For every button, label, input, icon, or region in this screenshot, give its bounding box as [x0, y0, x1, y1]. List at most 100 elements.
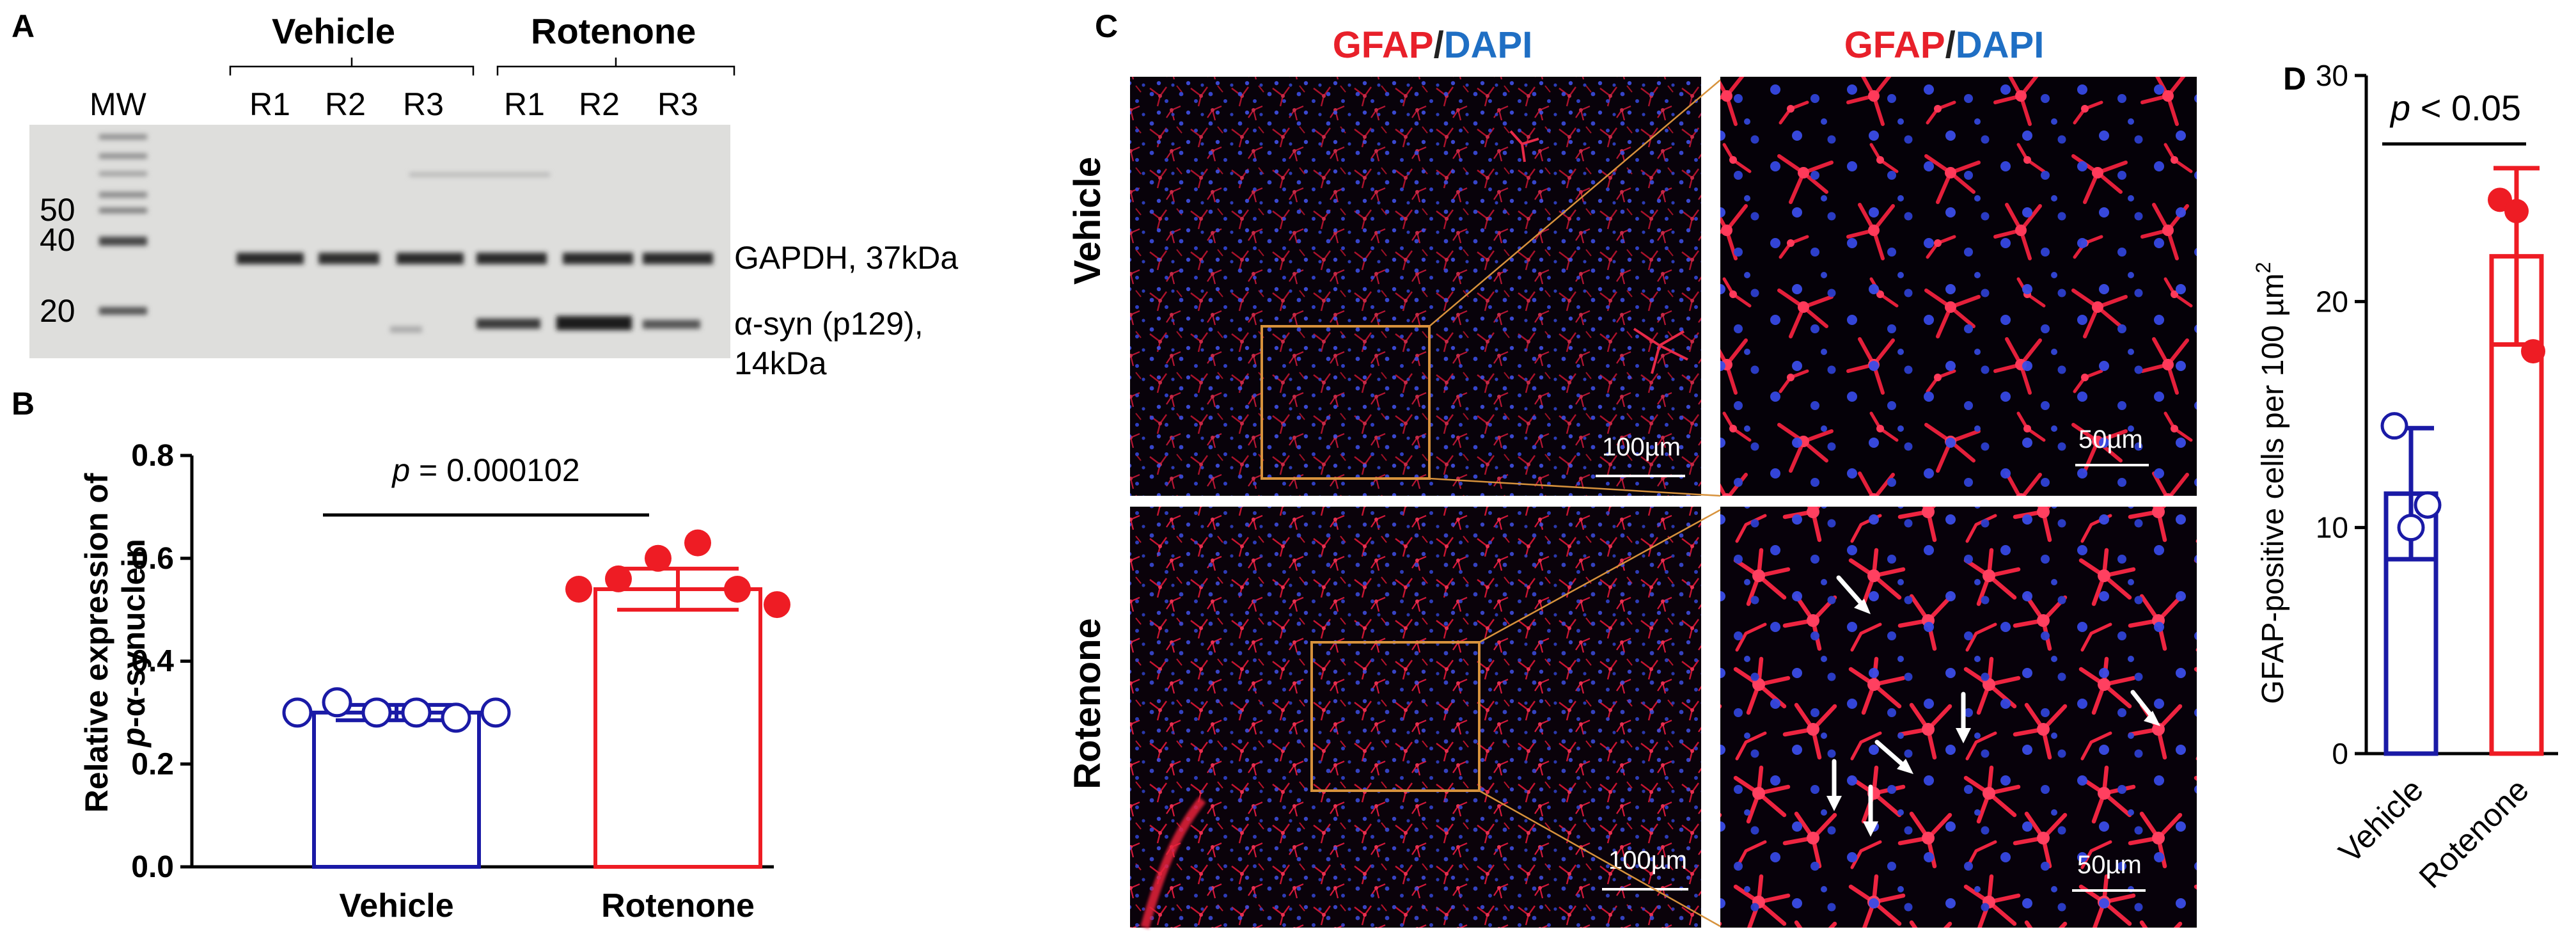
title-sep: /: [1945, 24, 1956, 66]
title-gfap: GFAP: [1333, 24, 1434, 66]
asyn-label-line2: 14kDa: [734, 345, 827, 381]
y-tick-label: 0.8: [131, 439, 174, 473]
data-point: [724, 575, 751, 603]
ylabel-line2: p-α-synuclein: [116, 539, 152, 748]
pvalue-d-p: p: [2389, 88, 2410, 128]
panel-b-ylabel: Relative expression of p-α-synuclein: [79, 473, 152, 812]
lane-label: R1: [504, 86, 545, 122]
arrow-icon: [1826, 759, 1842, 811]
micrograph-vehicle-zoom: 50µm: [1720, 77, 2197, 496]
ylabel-rest: -α-synuclein: [116, 539, 152, 727]
y-tick-label: 0.2: [131, 747, 174, 781]
roi-connectors: [1429, 79, 1721, 928]
arrow-icon: [1836, 575, 1871, 614]
blood-vessel: [1140, 796, 1206, 929]
row-label-vehicle-wrap: Vehicle: [1067, 157, 1108, 285]
data-point: [605, 565, 632, 592]
title-dapi: DAPI: [1956, 24, 2045, 66]
data-point: [565, 575, 592, 603]
group-label-vehicle: Vehicle: [272, 11, 395, 51]
pvalue-b: p = 0.000102: [391, 452, 579, 488]
row-label-vehicle: Vehicle: [1067, 157, 1108, 285]
lane-labels: R1 R2 R3 R1 R2 R3: [249, 86, 698, 122]
lane-label: R3: [403, 86, 444, 122]
pvalue-d-rest: < 0.05: [2410, 88, 2521, 128]
ylabel-d-text: GFAP-positive cells per 100 µm: [2256, 273, 2290, 704]
micrograph-rotenone-zoom: 50µm: [1720, 507, 2197, 928]
panel-d: D GFAP-positive cells per 100 µm2 0 10 20 3…: [2252, 59, 2558, 895]
data-point: [645, 544, 671, 572]
arrow-icon: [2130, 690, 2160, 726]
row-label-rotenone: Rotenone: [1067, 618, 1108, 789]
scale-label: 50µm: [2078, 425, 2143, 454]
arrow-icon: [1874, 740, 1913, 774]
title-gfap: GFAP: [1844, 24, 1945, 66]
panel-d-label: D: [2283, 61, 2306, 97]
bar-rotenone: [593, 587, 762, 869]
ylabel-line1: Relative expression of: [79, 473, 114, 812]
data-point: [401, 697, 432, 728]
micrograph-vehicle-overview: 100µm: [1130, 77, 1701, 496]
lane-label: R1: [249, 86, 290, 122]
data-point: [2380, 412, 2408, 440]
ylabel-p: p: [116, 727, 152, 748]
data-point: [2521, 339, 2545, 364]
ylabel-d-sup: 2: [2252, 262, 2275, 273]
y-tick-label: 20: [2316, 285, 2348, 318]
y-tick-label: 10: [2316, 511, 2348, 544]
y-tick-label: 0.0: [131, 850, 174, 884]
scale-label: 50µm: [2077, 851, 2142, 879]
title-sep: /: [1434, 24, 1444, 66]
pvalue-d: p < 0.05: [2389, 88, 2521, 128]
panel-c: C GFAP/DAPI GFAP/DAPI Vehicle Rotenone 1…: [1067, 8, 2197, 929]
y-tick-label: 0: [2332, 737, 2348, 770]
data-point: [480, 697, 511, 728]
panel-a: A Vehicle Rotenone MW R1 R2 R3 R1 R2 R3: [12, 8, 958, 381]
pvalue-b-rest: = 0.000102: [410, 452, 580, 488]
mw-markers: 50 40 20: [40, 192, 75, 329]
scale-label: 100µm: [1602, 433, 1681, 461]
asyn-label-line1: α-syn (p129),: [734, 306, 923, 342]
category-label: Vehicle: [339, 887, 453, 924]
roi-box: [1261, 325, 1431, 480]
lane-label: R3: [657, 86, 698, 122]
category-label: Rotenone: [2412, 772, 2536, 895]
lane-label: R2: [579, 86, 620, 122]
data-point: [684, 529, 711, 557]
title-gfap-dapi-right: GFAP/DAPI: [1844, 24, 2045, 66]
scale-label: 100µm: [1608, 846, 1687, 875]
data-point: [282, 697, 313, 728]
title-dapi: DAPI: [1444, 24, 1533, 66]
pvalue-b-p: p: [391, 452, 410, 488]
data-point: [2504, 199, 2529, 223]
panel-a-label: A: [12, 8, 35, 44]
y-tick-label: 0.6: [131, 542, 174, 576]
data-point: [361, 697, 392, 728]
micrograph-rotenone-overview: 100µm: [1130, 507, 1701, 929]
lane-label: R2: [325, 86, 366, 122]
data-point: [322, 687, 352, 718]
ylabel-d: GFAP-positive cells per 100 µm2: [2252, 262, 2290, 704]
title-gfap-dapi-left: GFAP/DAPI: [1333, 24, 1533, 66]
roi-box: [1310, 641, 1480, 792]
data-point: [2397, 514, 2425, 542]
y-tick-label: 30: [2316, 59, 2348, 92]
category-label: Rotenone: [601, 887, 755, 924]
bracket-vehicle: [229, 58, 475, 75]
data-point: [2414, 491, 2442, 519]
row-label-rotenone-wrap: Rotenone: [1067, 618, 1108, 789]
mw-marker: 50: [40, 192, 75, 228]
astrocyte-cluster: [1509, 130, 1688, 374]
panel-d-ylabel: GFAP-positive cells per 100 µm2: [2252, 262, 2290, 704]
panel-c-label: C: [1095, 8, 1118, 44]
mw-label: MW: [90, 86, 147, 122]
arrows: [1826, 575, 2160, 837]
panel-b-label: B: [12, 386, 35, 422]
mw-marker: 20: [40, 293, 75, 329]
arrow-icon: [1956, 692, 1971, 743]
bracket-rotenone: [496, 58, 735, 75]
category-label: Vehicle: [2332, 772, 2430, 870]
group-label-rotenone: Rotenone: [531, 11, 696, 51]
arrow-icon: [1863, 784, 1878, 837]
